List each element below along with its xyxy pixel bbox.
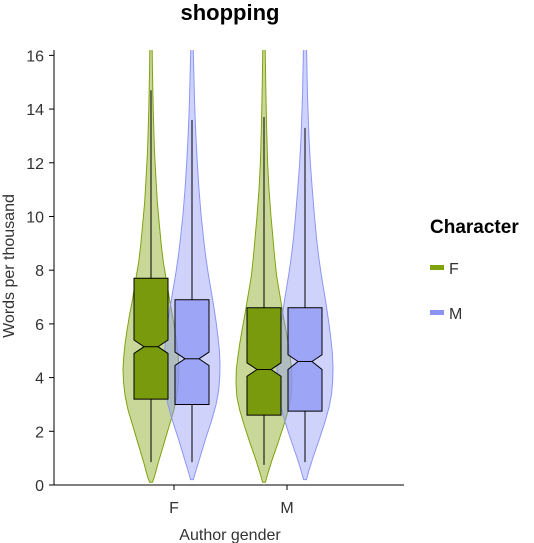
box-m-m (287, 307, 323, 412)
y-tick-label-8: 8 (35, 263, 44, 280)
y-tick-label-10: 10 (26, 209, 44, 226)
x-tick-label-f: F (169, 500, 179, 517)
y-axis-label: Words per thousand (1, 194, 18, 338)
legend: Character F M (430, 217, 519, 323)
axes: 0 2 4 6 8 10 12 14 16 F M (26, 48, 404, 517)
plot-area (122, 50, 334, 483)
y-tick-label-6: 6 (35, 317, 44, 334)
legend-label-f: F (449, 261, 459, 278)
y-tick-label-2: 2 (35, 424, 44, 441)
y-tick-label-12: 12 (26, 156, 44, 173)
x-axis-label: Author gender (179, 527, 281, 543)
legend-label-m: M (449, 306, 462, 323)
legend-title: Character (430, 217, 519, 238)
box-f-f (133, 277, 169, 400)
box-m-f (174, 299, 210, 405)
y-tick-label-14: 14 (26, 102, 44, 119)
legend-swatch-m (430, 310, 444, 315)
y-tick-label-4: 4 (35, 371, 44, 388)
x-tick-label-m: M (280, 500, 293, 517)
legend-swatch-f (430, 265, 444, 270)
y-tick-label-16: 16 (26, 48, 44, 65)
chart-title: shopping (181, 0, 280, 25)
box-f-m (246, 307, 282, 416)
y-tick-label-0: 0 (35, 478, 44, 495)
